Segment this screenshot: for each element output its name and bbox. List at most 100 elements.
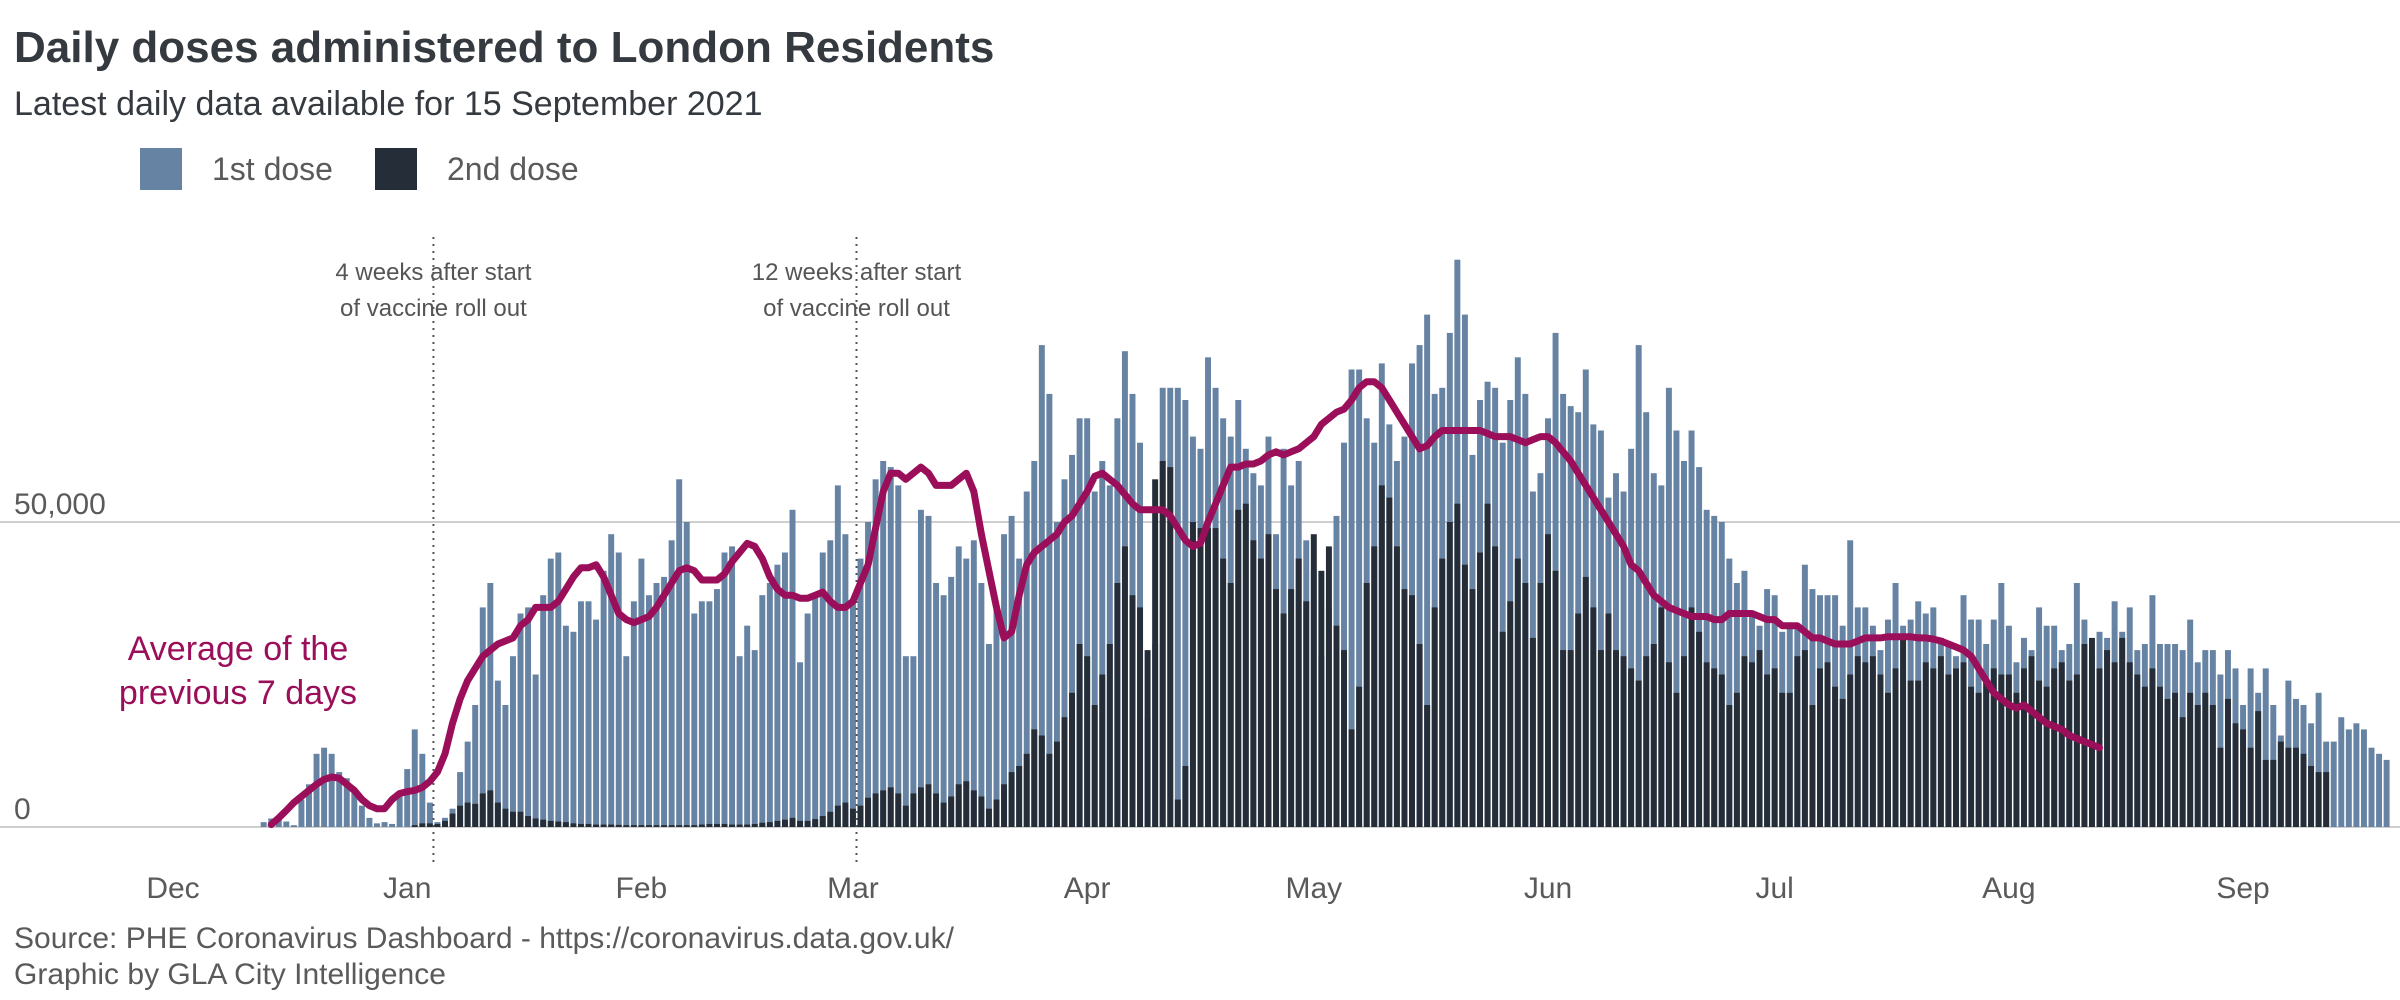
bar-2nd-dose bbox=[698, 824, 705, 827]
bar-2nd-dose bbox=[615, 824, 622, 827]
bar-1st-dose bbox=[1182, 400, 1189, 827]
bar-1st-dose bbox=[661, 576, 668, 827]
bar-1st-dose bbox=[804, 613, 811, 827]
bar-1st-dose bbox=[1628, 448, 1635, 827]
bar-1st-dose bbox=[336, 772, 343, 827]
bar-2nd-dose bbox=[1945, 674, 1952, 827]
bar-2nd-dose bbox=[661, 825, 668, 827]
bar-1st-dose bbox=[1046, 393, 1053, 827]
bar-2nd-dose bbox=[1409, 595, 1415, 827]
bar-2nd-dose bbox=[849, 808, 856, 827]
bar-2nd-dose bbox=[683, 825, 690, 827]
bar-2nd-dose bbox=[834, 805, 841, 827]
bar-2nd-dose bbox=[1733, 692, 1740, 827]
bar-2nd-dose bbox=[759, 822, 766, 827]
bar-1st-dose bbox=[2315, 692, 2322, 827]
bar-2nd-dose bbox=[713, 823, 720, 827]
bar-1st-dose bbox=[351, 790, 358, 827]
bar-2nd-dose bbox=[449, 813, 456, 827]
bar-1st-dose bbox=[1424, 314, 1431, 828]
bar-2nd-dose bbox=[1643, 656, 1650, 827]
bar-2nd-dose bbox=[963, 781, 970, 827]
bar-2nd-dose bbox=[1016, 766, 1023, 827]
bar-2nd-dose bbox=[419, 823, 426, 827]
bar-2nd-dose bbox=[1492, 546, 1499, 827]
bar-2nd-dose bbox=[1930, 668, 1937, 827]
bar-2nd-dose bbox=[1824, 662, 1831, 827]
bar-2nd-dose bbox=[948, 796, 955, 827]
bar-2nd-dose bbox=[1121, 546, 1128, 827]
bar-1st-dose bbox=[1560, 393, 1567, 827]
bar-1st-dose bbox=[691, 613, 698, 827]
series-2nd-dose bbox=[411, 461, 2330, 827]
bar-1st-dose bbox=[593, 619, 600, 827]
bar-1st-dose bbox=[955, 546, 962, 827]
bar-2nd-dose bbox=[577, 823, 584, 827]
bar-2nd-dose bbox=[547, 820, 554, 827]
bar-2nd-dose bbox=[1288, 589, 1295, 827]
bar-1st-dose bbox=[2262, 668, 2269, 827]
bar-2nd-dose bbox=[1356, 686, 1363, 827]
bar-2nd-dose bbox=[1869, 656, 1876, 827]
bar-2nd-dose bbox=[887, 787, 894, 827]
bar-2nd-dose bbox=[1499, 631, 1506, 827]
vline-annotation-label: 4 weeks after start bbox=[335, 259, 531, 286]
bar-2nd-dose bbox=[827, 811, 834, 827]
bar-2nd-dose bbox=[2005, 674, 2012, 827]
bar-1st-dose bbox=[1031, 461, 1038, 827]
legend-label-2nd-dose: 2nd dose bbox=[447, 151, 579, 187]
bar-1st-dose bbox=[887, 467, 894, 827]
bar-1st-dose bbox=[2345, 729, 2352, 827]
source-note: Source: PHE Coronavirus Dashboard - http… bbox=[14, 922, 955, 955]
bar-1st-dose bbox=[358, 805, 365, 827]
bar-2nd-dose bbox=[2104, 650, 2111, 827]
bar-2nd-dose bbox=[1227, 583, 1234, 827]
bar-2nd-dose bbox=[1393, 546, 1400, 827]
bar-1st-dose bbox=[872, 479, 879, 827]
vline-annotation-label: of vaccine roll out bbox=[340, 295, 527, 322]
bar-2nd-dose bbox=[1885, 692, 1891, 827]
bar-1st-dose bbox=[426, 802, 433, 827]
y-axis: 0 50,000 bbox=[14, 488, 106, 826]
bar-2nd-dose bbox=[2081, 644, 2088, 827]
bar-2nd-dose bbox=[1907, 680, 1914, 827]
bar-1st-dose bbox=[774, 564, 781, 827]
bar-2nd-dose bbox=[804, 820, 811, 827]
bar-2nd-dose bbox=[721, 823, 728, 827]
bar-1st-dose bbox=[532, 674, 539, 827]
bar-2nd-dose bbox=[978, 796, 985, 827]
bar-2nd-dose bbox=[2066, 680, 2073, 827]
bar-2nd-dose bbox=[1711, 668, 1718, 827]
bar-2nd-dose bbox=[1265, 534, 1272, 827]
bar-2nd-dose bbox=[1031, 729, 1038, 827]
bar-1st-dose bbox=[1099, 461, 1106, 827]
bar-2nd-dose bbox=[1673, 692, 1680, 827]
bar-1st-dose bbox=[1726, 558, 1733, 827]
bar-1st-dose bbox=[698, 601, 705, 827]
bar-2nd-dose bbox=[819, 816, 826, 827]
bar-2nd-dose bbox=[1461, 564, 1468, 827]
bar-2nd-dose bbox=[1084, 656, 1091, 827]
bar-1st-dose bbox=[781, 552, 788, 827]
bar-2nd-dose bbox=[457, 805, 464, 827]
bar-1st-dose bbox=[1061, 479, 1068, 827]
bar-2nd-dose bbox=[1341, 650, 1348, 827]
bar-1st-dose bbox=[306, 784, 312, 827]
bar-2nd-dose bbox=[1726, 705, 1733, 827]
bar-1st-dose bbox=[668, 540, 675, 827]
bar-2nd-dose bbox=[2308, 766, 2315, 827]
bar-1st-dose bbox=[585, 601, 592, 827]
x-tick-label: Jun bbox=[1524, 872, 1572, 905]
bar-2nd-dose bbox=[1635, 680, 1642, 827]
bar-2nd-dose bbox=[1794, 656, 1801, 827]
bar-1st-dose bbox=[577, 601, 584, 827]
bar-2nd-dose bbox=[1613, 650, 1619, 827]
bar-2nd-dose bbox=[1567, 650, 1574, 827]
bar-1st-dose bbox=[600, 570, 607, 827]
bar-2nd-dose bbox=[532, 818, 539, 827]
bar-2nd-dose bbox=[487, 790, 494, 827]
bar-1st-dose bbox=[1567, 406, 1574, 827]
bar-2nd-dose bbox=[1220, 558, 1227, 827]
bar-2nd-dose bbox=[1771, 668, 1778, 827]
bar-2nd-dose bbox=[1960, 662, 1967, 827]
